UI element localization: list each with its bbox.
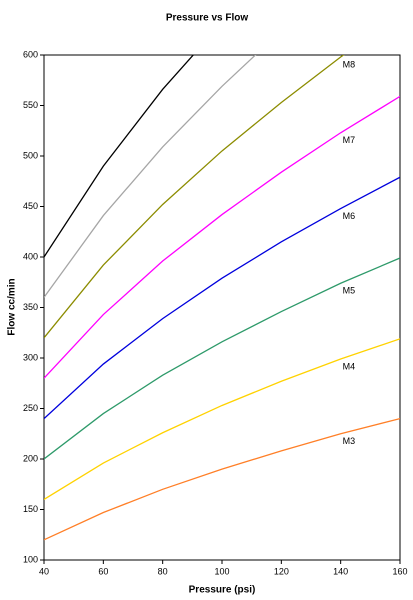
y-tick-label: 250 [23,403,38,413]
y-tick-label: 100 [23,554,38,564]
series-label: M4 [343,361,356,371]
series-line [44,55,257,298]
series-line [44,55,195,258]
y-tick-label: 400 [23,251,38,261]
x-tick-label: 60 [98,566,108,576]
series-line [44,176,400,420]
series-line [44,257,400,460]
x-axis-label: Pressure (psi) [189,585,256,596]
y-tick-label: 300 [23,352,38,362]
series-line [44,338,400,500]
y-tick-label: 600 [23,49,38,59]
series-label: M5 [343,286,356,296]
y-tick-label: 450 [23,201,38,211]
series-line [44,55,345,339]
x-tick-label: 120 [274,566,289,576]
x-tick-label: 160 [392,566,407,576]
chart-title: Pressure vs Flow [166,13,248,24]
series-label: M3 [343,436,356,446]
series-label: M6 [343,211,356,221]
x-tick-label: 40 [39,566,49,576]
y-tick-label: 150 [23,504,38,514]
x-tick-label: 100 [214,566,229,576]
series-line [44,95,400,379]
y-tick-label: 550 [23,100,38,110]
series-label: M8 [343,59,356,69]
series-label: M7 [343,135,356,145]
y-axis-label: Flow cc/min [7,278,18,335]
x-tick-label: 140 [333,566,348,576]
y-tick-label: 350 [23,302,38,312]
x-tick-label: 80 [158,566,168,576]
plot-frame [43,54,401,561]
y-tick-label: 200 [23,453,38,463]
series-line [44,417,400,541]
y-tick-label: 500 [23,150,38,160]
